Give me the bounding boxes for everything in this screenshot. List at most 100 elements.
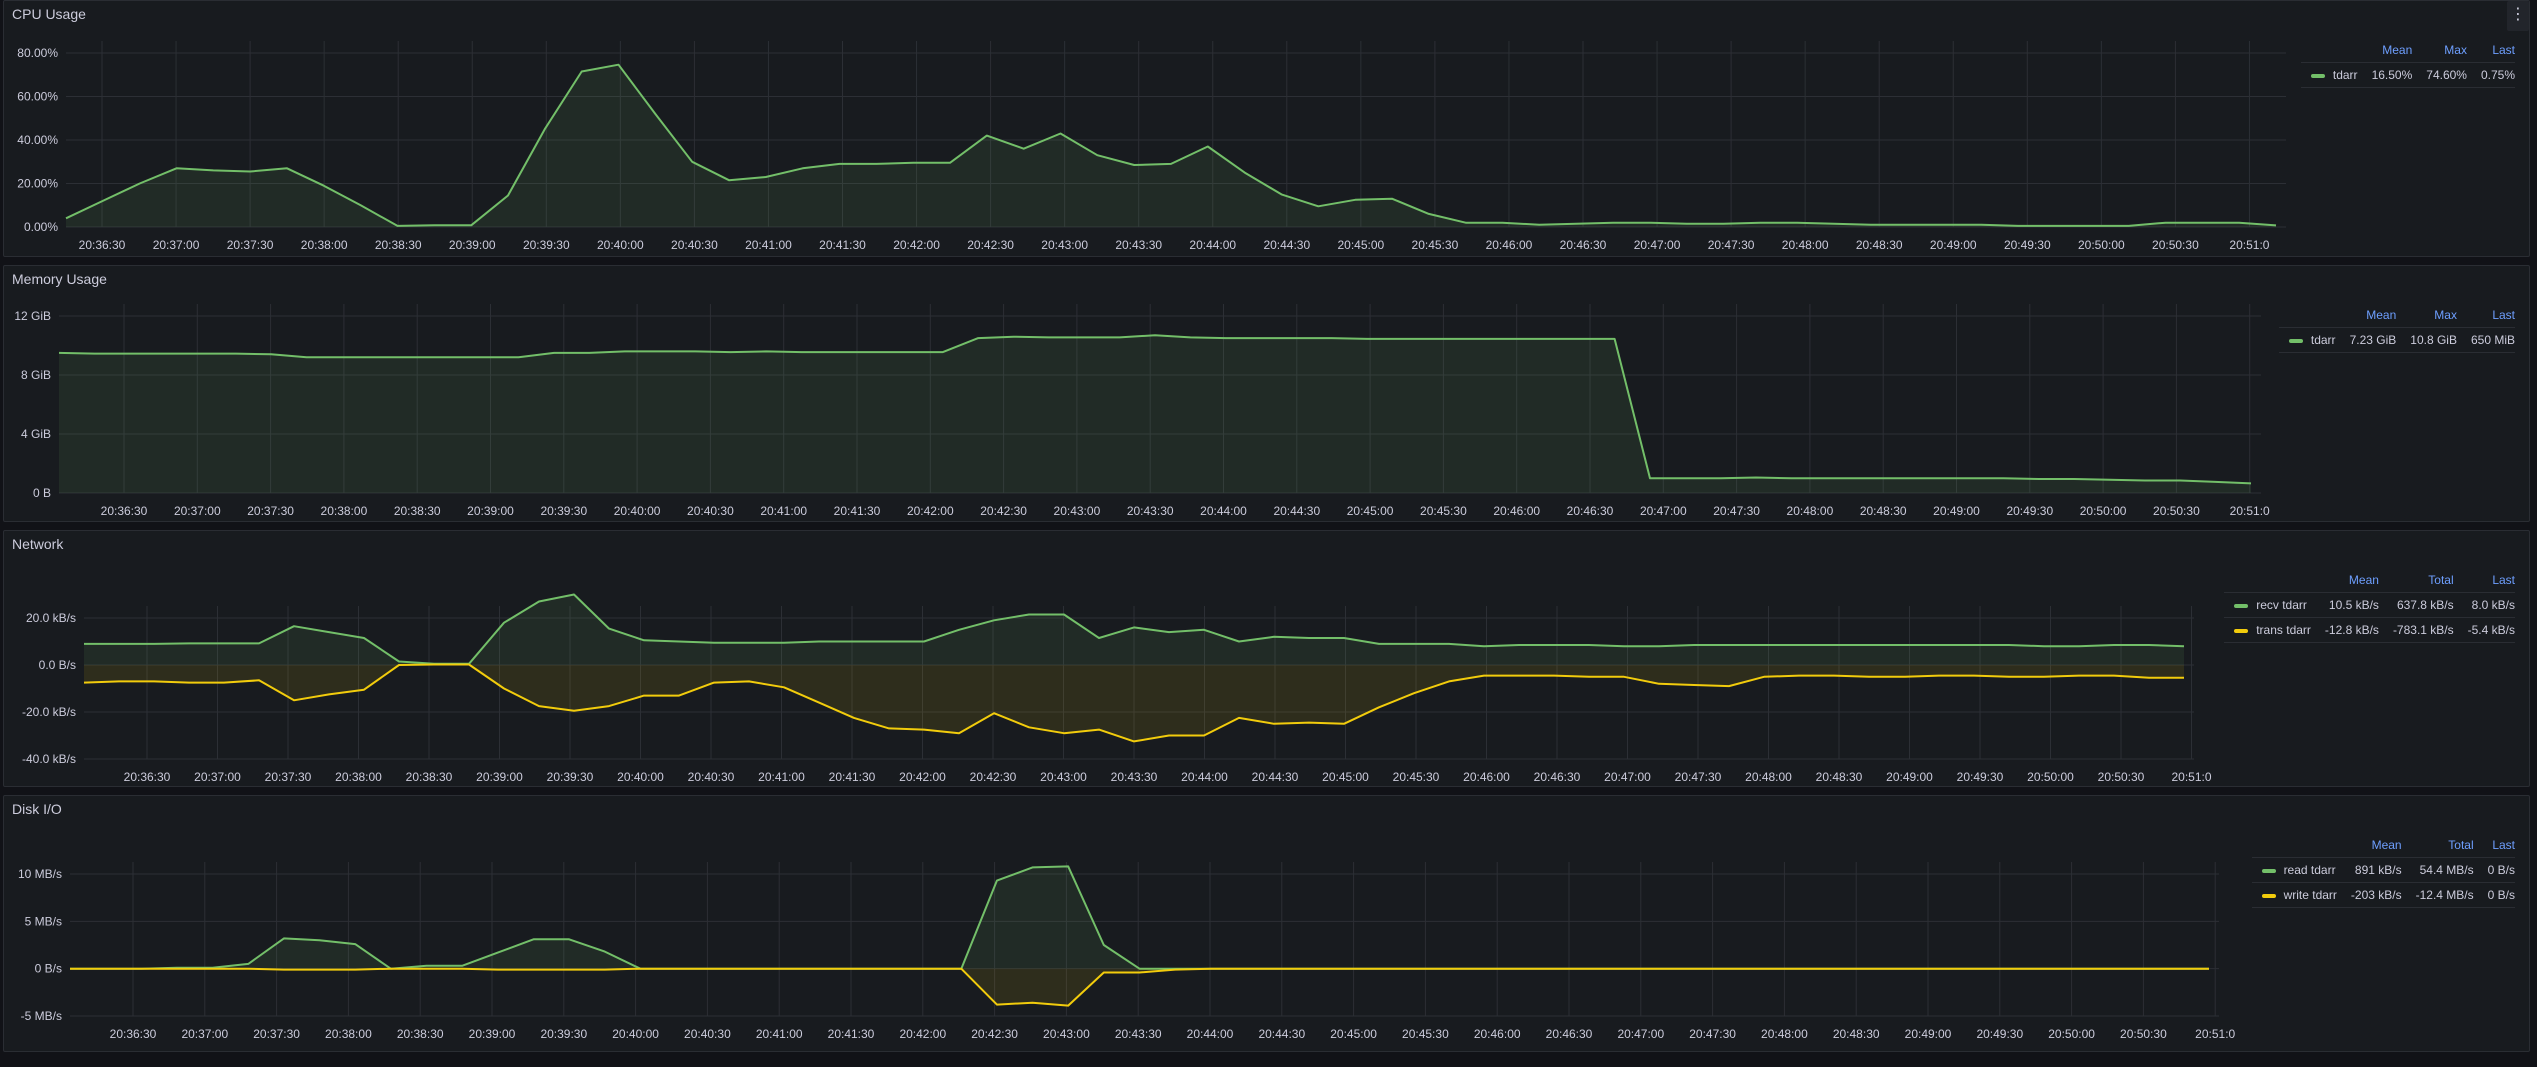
legend-column-header[interactable]: Last: [2492, 308, 2515, 322]
legend-column-header[interactable]: Total: [2428, 573, 2454, 587]
legend-column-header[interactable]: Mean: [2371, 838, 2402, 852]
svg-text:20:38:00: 20:38:00: [301, 238, 348, 252]
svg-text:20:46:00: 20:46:00: [1463, 770, 1510, 784]
legend-row[interactable]: recv tdarr 10.5 kB/s 637.8 kB/s 8.0 kB/s: [2224, 592, 2515, 618]
svg-text:20:48:00: 20:48:00: [1787, 504, 1834, 518]
legend-row[interactable]: tdarr 7.23 GiB 10.8 GiB 650 MiB: [2278, 327, 2515, 353]
series-color-swatch[interactable]: [2288, 338, 2303, 343]
network-panel: Network -40.0 kB/s -20.0 kB/s 0.0 B/s 20.0 …: [3, 530, 2530, 787]
svg-text:20:45:00: 20:45:00: [1322, 770, 1369, 784]
svg-text:20:36:30: 20:36:30: [79, 238, 126, 252]
legend-column-header[interactable]: Mean: [2382, 43, 2413, 57]
svg-text:-20.0 kB/s: -20.0 kB/s: [22, 705, 76, 719]
legend-column-header[interactable]: Last: [2492, 838, 2515, 852]
series-color-swatch[interactable]: [2261, 868, 2276, 873]
svg-text:20:45:00: 20:45:00: [1347, 504, 1394, 518]
memory-usage-panel: Memory Usage 0 B 4 GiB 8 GiB 12 GiB 20:36:30…: [3, 265, 2530, 522]
legend-column-header[interactable]: Mean: [2348, 573, 2379, 587]
svg-text:20:37:00: 20:37:00: [194, 770, 241, 784]
legend-row[interactable]: trans tdarr -12.8 kB/s -783.1 kB/s -5.4 kB/…: [2224, 617, 2515, 643]
svg-text:4 GiB: 4 GiB: [21, 427, 51, 441]
legend-row[interactable]: tdarr 16.50% 74.60% 0.75%: [2300, 62, 2515, 88]
memory-usage-chart[interactable]: 0 B 4 GiB 8 GiB 12 GiB 20:36:30 20:37:00 20:37…: [4, 266, 2284, 523]
series-name[interactable]: recv tdarr: [2256, 598, 2307, 612]
cpu-usage-legend: Mean Max Last tdarr 16.50% 74.60% 0.75%: [2300, 41, 2515, 88]
svg-text:20:38:00: 20:38:00: [325, 1027, 372, 1041]
svg-text:20:48:30: 20:48:30: [1833, 1027, 1880, 1041]
svg-text:20:38:30: 20:38:30: [394, 504, 441, 518]
svg-text:20:37:30: 20:37:30: [227, 238, 274, 252]
disk-io-chart[interactable]: -5 MB/s 0 B/s 5 MB/s 10 MB/s 20:36:30 20:37:0…: [4, 796, 2239, 1053]
svg-text:20:43:30: 20:43:30: [1111, 770, 1158, 784]
legend-column-header[interactable]: Mean: [2366, 308, 2397, 322]
svg-text:20:50:30: 20:50:30: [2153, 504, 2200, 518]
svg-text:20:42:00: 20:42:00: [893, 238, 940, 252]
svg-text:20:48:30: 20:48:30: [1860, 504, 1907, 518]
svg-text:20:51:0: 20:51:0: [2230, 504, 2270, 518]
svg-text:20:38:30: 20:38:30: [397, 1027, 444, 1041]
svg-text:20:48:00: 20:48:00: [1782, 238, 1829, 252]
cpu-usage-panel: CPU Usage ⋮ 0.00% 20.00% 40.00% 60.00% 80.00…: [3, 0, 2530, 257]
svg-text:20:39:00: 20:39:00: [469, 1027, 516, 1041]
svg-text:20:46:00: 20:46:00: [1474, 1027, 1521, 1041]
svg-text:20:39:30: 20:39:30: [523, 238, 570, 252]
svg-text:0 B/s: 0 B/s: [35, 962, 62, 976]
legend-column-header[interactable]: Last: [2492, 43, 2515, 57]
legend-value: 74.60%: [2412, 62, 2467, 88]
series-color-swatch[interactable]: [2234, 603, 2249, 608]
svg-text:20:40:00: 20:40:00: [597, 238, 644, 252]
svg-text:20:40:00: 20:40:00: [614, 504, 661, 518]
series-name[interactable]: tdarr: [2310, 333, 2336, 347]
svg-text:20:50:30: 20:50:30: [2098, 770, 2145, 784]
series-name[interactable]: trans tdarr: [2256, 623, 2311, 637]
series-name[interactable]: read tdarr: [2283, 863, 2336, 877]
svg-text:40.00%: 40.00%: [17, 133, 58, 147]
svg-text:20:44:30: 20:44:30: [1273, 504, 1320, 518]
legend-value: 54.4 MB/s: [2401, 857, 2474, 883]
svg-text:20:42:30: 20:42:30: [980, 504, 1027, 518]
legend-column-header[interactable]: Max: [2444, 43, 2467, 57]
svg-text:20:39:30: 20:39:30: [540, 504, 587, 518]
series-name[interactable]: tdarr: [2332, 68, 2358, 82]
svg-text:20:42:30: 20:42:30: [971, 1027, 1018, 1041]
svg-text:20:41:30: 20:41:30: [834, 504, 881, 518]
legend-value: 16.50%: [2357, 62, 2413, 88]
svg-text:20:40:30: 20:40:30: [684, 1027, 731, 1041]
panel-menu-icon[interactable]: ⋮: [2507, 1, 2529, 31]
series-color-swatch[interactable]: [2310, 73, 2325, 78]
svg-text:20:38:30: 20:38:30: [375, 238, 422, 252]
cpu-usage-chart[interactable]: 0.00% 20.00% 40.00% 60.00% 80.00% 20:36:30 20:…: [4, 1, 2304, 258]
svg-text:20:47:30: 20:47:30: [1708, 238, 1755, 252]
legend-value: 650 MiB: [2456, 327, 2515, 353]
series-color-swatch[interactable]: [2234, 628, 2249, 633]
svg-text:20:42:00: 20:42:00: [899, 1027, 946, 1041]
legend-value: -783.1 kB/s: [2378, 617, 2454, 643]
legend-column-header[interactable]: Last: [2492, 573, 2515, 587]
svg-text:20:47:30: 20:47:30: [1713, 504, 1760, 518]
series-color-swatch[interactable]: [2261, 893, 2276, 898]
network-chart[interactable]: -40.0 kB/s -20.0 kB/s 0.0 B/s 20.0 kB/s 20:3…: [4, 531, 2214, 788]
svg-text:20:37:00: 20:37:00: [153, 238, 200, 252]
svg-text:-40.0 kB/s: -40.0 kB/s: [22, 752, 76, 766]
legend-row[interactable]: read tdarr 891 kB/s 54.4 MB/s 0 B/s: [2251, 857, 2515, 883]
svg-text:20:50:30: 20:50:30: [2120, 1027, 2167, 1041]
panel-title: CPU Usage: [12, 6, 86, 22]
svg-text:20:46:00: 20:46:00: [1486, 238, 1533, 252]
svg-text:20:41:00: 20:41:00: [760, 504, 807, 518]
svg-text:20:46:30: 20:46:30: [1560, 238, 1607, 252]
svg-text:20:51:0: 20:51:0: [2229, 238, 2269, 252]
svg-text:20:47:00: 20:47:00: [1604, 770, 1651, 784]
legend-value: 891 kB/s: [2336, 857, 2402, 883]
legend-value: 0 B/s: [2473, 882, 2515, 908]
svg-text:20:50:30: 20:50:30: [2152, 238, 2199, 252]
svg-text:20:44:30: 20:44:30: [1258, 1027, 1305, 1041]
svg-text:20:43:00: 20:43:00: [1043, 1027, 1090, 1041]
svg-text:20:42:30: 20:42:30: [970, 770, 1017, 784]
svg-text:20:47:00: 20:47:00: [1617, 1027, 1664, 1041]
legend-row[interactable]: write tdarr -203 kB/s -12.4 MB/s 0 B/s: [2251, 882, 2515, 908]
series-name[interactable]: write tdarr: [2283, 888, 2337, 902]
legend-column-header[interactable]: Total: [2448, 838, 2474, 852]
svg-text:20:41:30: 20:41:30: [828, 1027, 875, 1041]
legend-column-header[interactable]: Max: [2434, 308, 2457, 322]
svg-text:8 GiB: 8 GiB: [21, 368, 51, 382]
